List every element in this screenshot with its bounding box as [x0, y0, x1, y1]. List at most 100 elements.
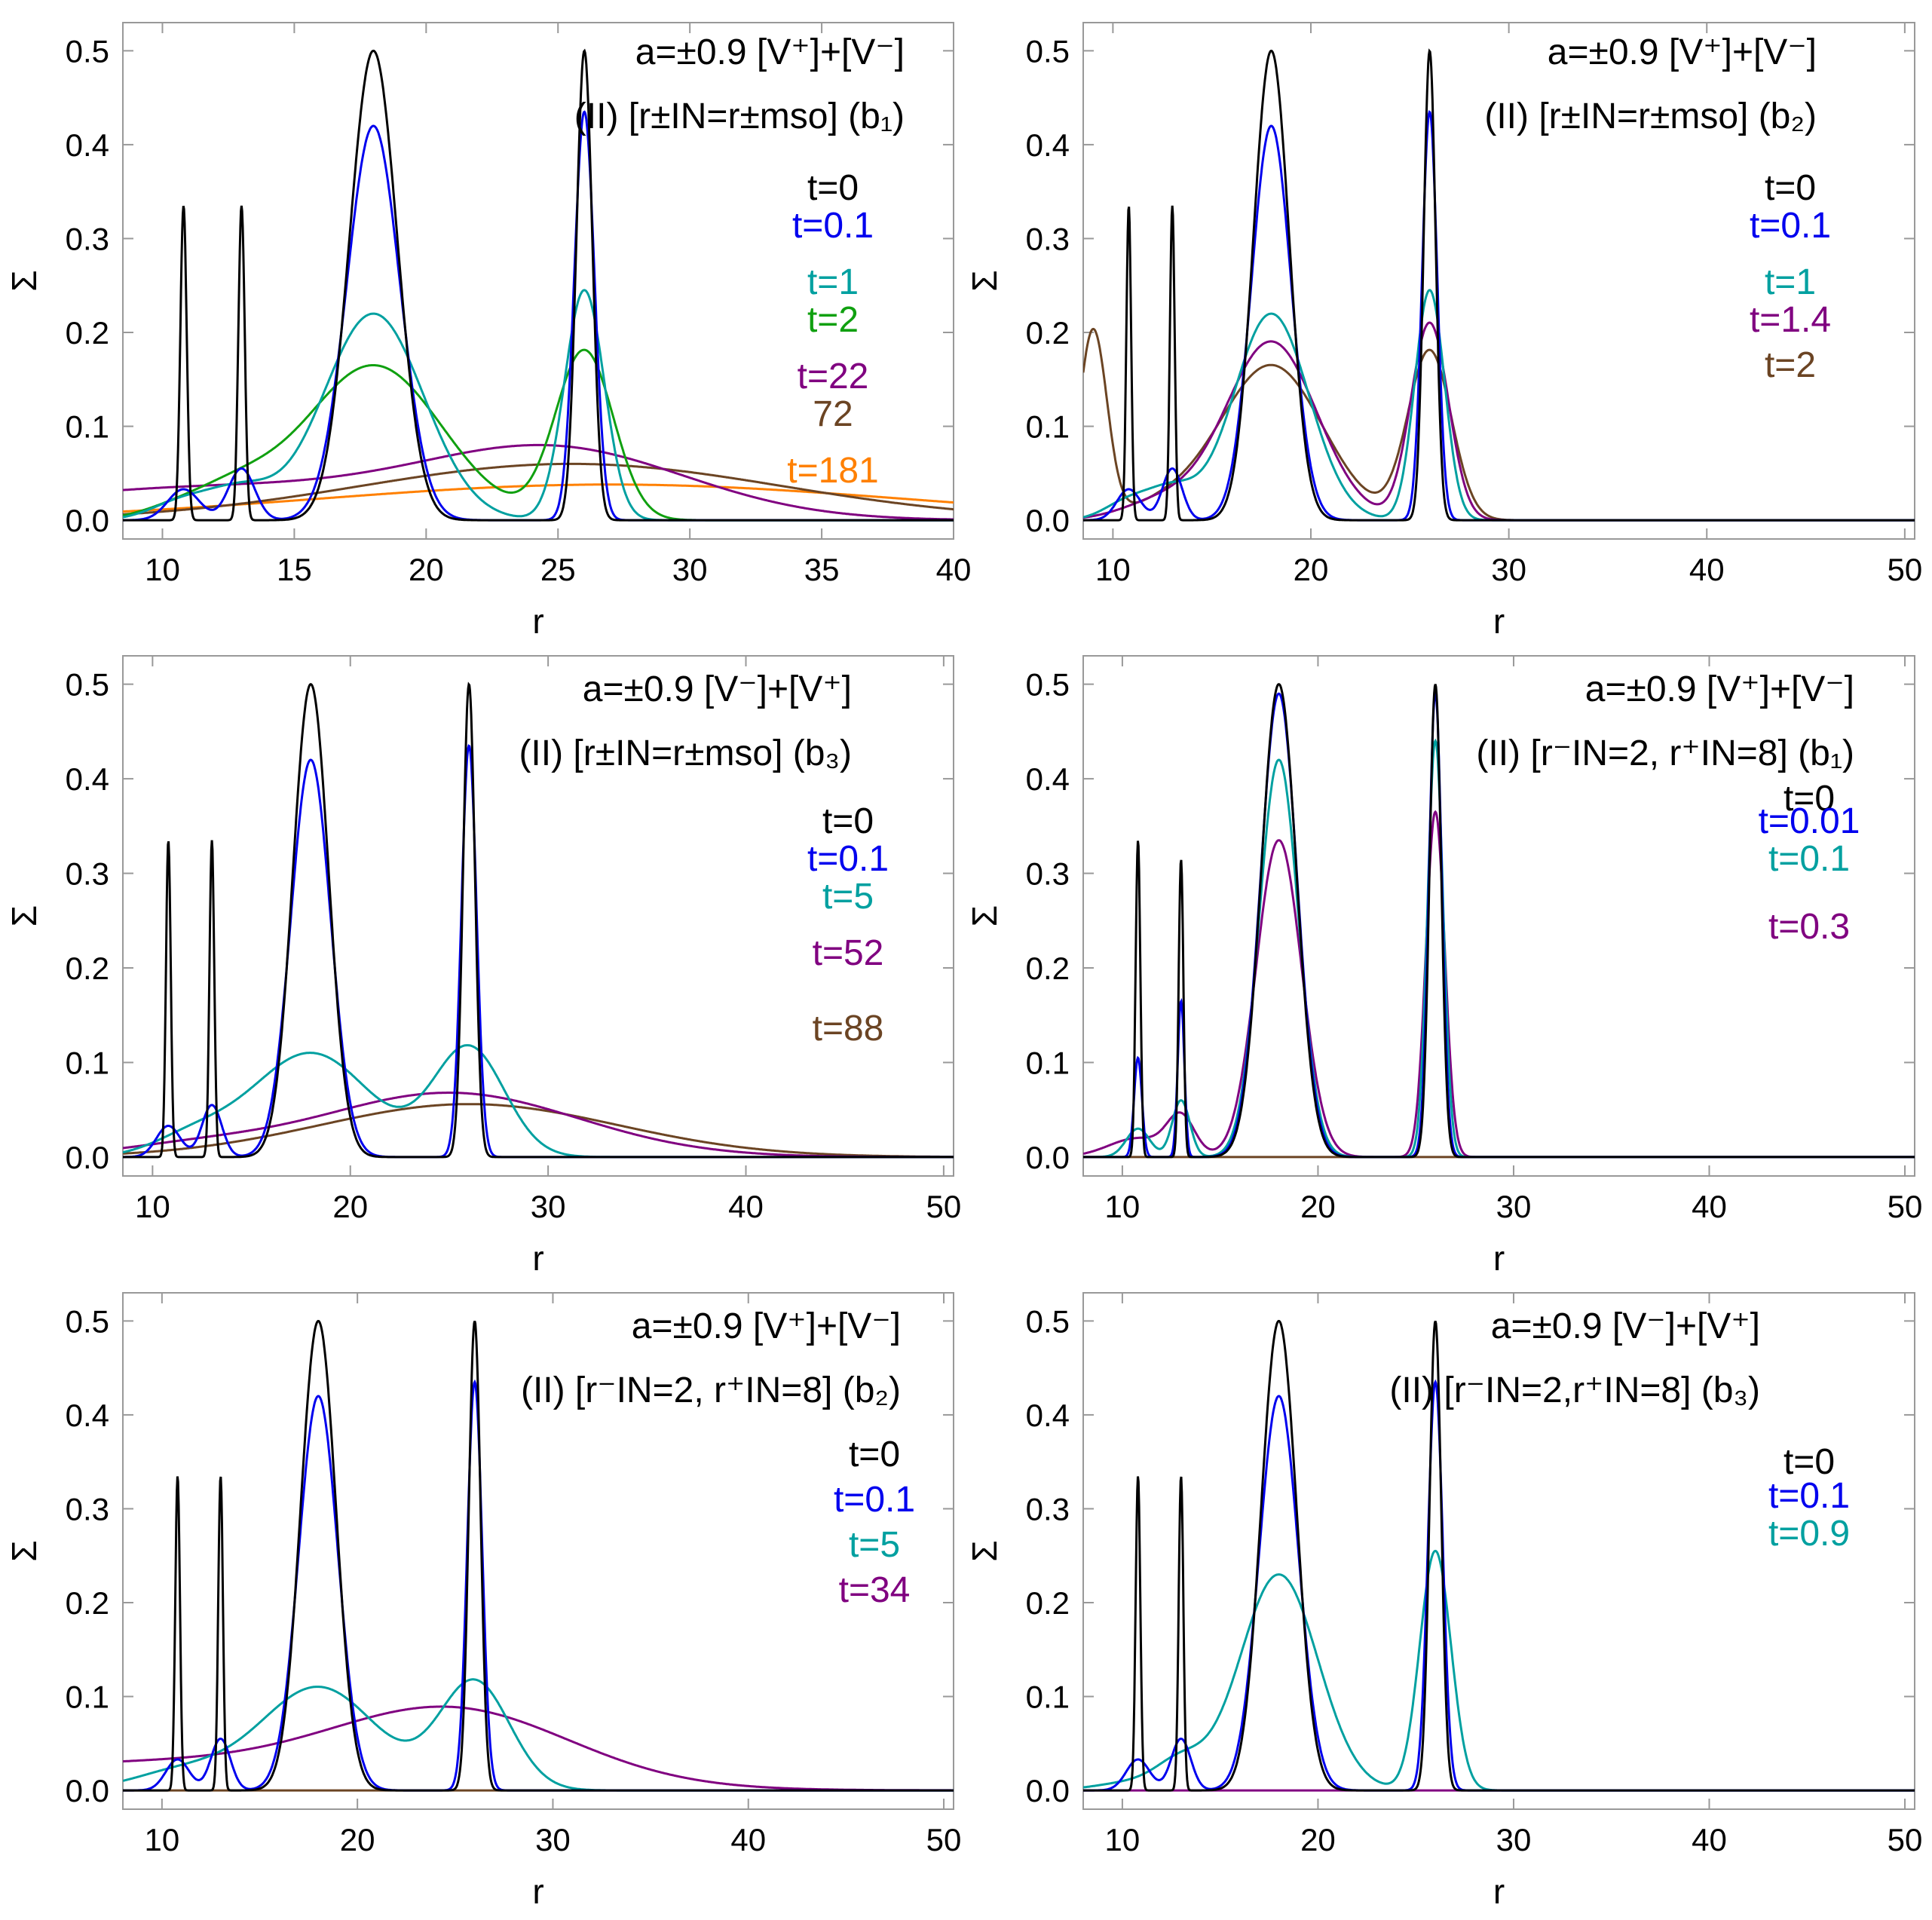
x-tick-label: 30	[672, 552, 708, 587]
legend-label: t=0.1	[1768, 839, 1850, 879]
series-line-1	[1083, 48, 1915, 522]
x-tick-label: 20	[1300, 1822, 1336, 1857]
x-tick-label: 10	[1105, 1822, 1141, 1857]
legend-label: t=0.1	[834, 1480, 915, 1520]
legend-label: t=0.9	[1768, 1514, 1850, 1554]
x-tick-label: 40	[1692, 1822, 1727, 1857]
legend-label: t=0.1	[807, 839, 889, 879]
series-group	[123, 48, 954, 522]
x-tick-label: 40	[1689, 552, 1725, 587]
legend-label: t=0	[1784, 779, 1835, 819]
x-tick-label: 40	[1692, 1189, 1727, 1224]
x-axis-label: r	[1493, 1239, 1505, 1278]
series-group	[123, 681, 954, 1159]
series-line-5	[123, 443, 954, 521]
x-tick-label: 20	[409, 552, 444, 587]
y-tick-label: 0.3	[66, 856, 109, 892]
legend-label: t=0.1	[792, 206, 874, 246]
series-line-1	[1083, 1319, 1915, 1792]
y-tick-label: 0.1	[66, 1680, 109, 1715]
series-line-3	[1083, 1549, 1915, 1792]
panel-title-line2: (II) [r⁻IN=2,r⁺IN=8] (b₃)	[1389, 1370, 1760, 1410]
series-group	[123, 1319, 954, 1792]
x-tick-label: 30	[1496, 1822, 1532, 1857]
y-tick-label: 0.0	[66, 1140, 109, 1175]
x-tick-label: 30	[531, 1189, 566, 1224]
y-tick-label: 0.0	[1026, 1140, 1070, 1175]
x-tick-label: 40	[728, 1189, 764, 1224]
x-tick-label: 50	[1888, 1189, 1923, 1224]
y-tick-label: 0.0	[66, 503, 109, 538]
panel-title-line2: (II) [r±IN=r±mso] (b₃)	[519, 733, 852, 773]
y-tick-label: 0.2	[1026, 951, 1070, 986]
x-tick-label: 50	[926, 1189, 962, 1224]
y-tick-label: 0.1	[66, 409, 109, 445]
plot-frame	[1082, 22, 1915, 540]
panel-title-line1: a=±0.9 [V⁺]+[V⁻]	[1548, 32, 1817, 72]
legend-label: t=88	[813, 1009, 884, 1049]
plot-frame	[1082, 1292, 1915, 1810]
legend-label: t=0	[822, 801, 874, 841]
legend-label: t=1	[1765, 262, 1816, 302]
panel-title-line2: (II) [r⁻IN=2, r⁺IN=8] (b₂)	[521, 1370, 901, 1410]
series-group	[1083, 683, 1915, 1159]
series-line-4	[123, 1092, 954, 1159]
legend-label: t=52	[813, 933, 884, 973]
x-tick-label: 25	[540, 552, 576, 587]
legend-label: t=34	[839, 1570, 911, 1610]
legend-label: t=181	[787, 451, 878, 491]
series-line-2	[123, 1379, 954, 1792]
panel-title-line1: a=±0.9 [V⁺]+[V⁻]	[632, 1306, 901, 1346]
panel-title-line2: (II) [r⁻IN=2, r⁺IN=8] (b₁)	[1476, 733, 1854, 773]
y-axis-label: Σ	[965, 905, 1004, 926]
series-group	[1083, 1319, 1915, 1792]
x-tick-label: 10	[1095, 552, 1131, 587]
x-tick-label: 30	[1491, 552, 1526, 587]
y-tick-label: 0.5	[1026, 667, 1070, 703]
legend-label: t=0.1	[1750, 206, 1831, 246]
chart-panel-3: 10 20 30 40 50 0.0 0.1 0.2 0.3 0.4 0.5 r Σa=±0.9 [V⁻…	[5, 655, 962, 1278]
panel-title-line1: a=±0.9 [V⁺]+[V⁻]	[635, 32, 905, 72]
legend-label: t=5	[849, 1525, 900, 1565]
x-tick-label: 10	[144, 1822, 179, 1857]
y-tick-label: 0.3	[1026, 221, 1070, 256]
x-tick-label: 50	[1888, 552, 1923, 587]
legend-label: t=0.3	[1768, 907, 1850, 947]
y-tick-label: 0.1	[1026, 1680, 1070, 1715]
y-tick-label: 0.3	[66, 221, 109, 256]
x-tick-label: 20	[1300, 1189, 1336, 1224]
panel-title-line2: (II) [r±IN=r±mso] (b₂)	[1484, 96, 1817, 136]
legend-label: 72	[813, 394, 853, 434]
plot-frame	[122, 655, 954, 1177]
y-tick-label: 0.2	[66, 1585, 109, 1621]
y-axis-label: Σ	[5, 1540, 44, 1561]
legend-label: t=0	[1765, 168, 1816, 208]
y-tick-label: 0.5	[66, 1303, 109, 1339]
y-axis-label: Σ	[5, 270, 44, 291]
chart-panel-2: 10 20 30 40 50 0.0 0.1 0.2 0.3 0.4 0.5 r Σa=±0.9 [V⁺…	[965, 22, 1923, 641]
series-line-3	[123, 1678, 954, 1792]
y-tick-label: 0.0	[1026, 1773, 1070, 1808]
x-tick-label: 10	[145, 552, 180, 587]
y-tick-label: 0.3	[66, 1491, 109, 1527]
legend-label: t=5	[822, 877, 874, 917]
x-tick-label: 20	[332, 1189, 368, 1224]
y-tick-label: 0.5	[1026, 33, 1070, 69]
y-tick-label: 0.5	[66, 33, 109, 69]
x-axis-label: r	[532, 1239, 543, 1278]
plot-frame	[1082, 655, 1915, 1177]
series-line-1	[123, 1319, 954, 1792]
x-tick-label: 50	[1888, 1822, 1923, 1857]
y-tick-label: 0.2	[1026, 315, 1070, 351]
y-tick-label: 0.3	[1026, 856, 1070, 892]
chart-panel-1: 10 15 20 25 30 35 40 0.0 0.1 0.2 0.3 0.4 0.5 r Σa=±0.9…	[5, 22, 971, 641]
x-tick-label: 20	[1294, 552, 1329, 587]
y-tick-label: 0.4	[66, 1398, 109, 1433]
legend-label: t=1	[807, 262, 859, 302]
y-tick-label: 0.4	[1026, 127, 1070, 163]
y-axis-label: Σ	[965, 270, 1004, 291]
x-axis-label: r	[1493, 1872, 1505, 1911]
plot-frame	[122, 1292, 954, 1810]
y-tick-label: 0.5	[66, 667, 109, 703]
